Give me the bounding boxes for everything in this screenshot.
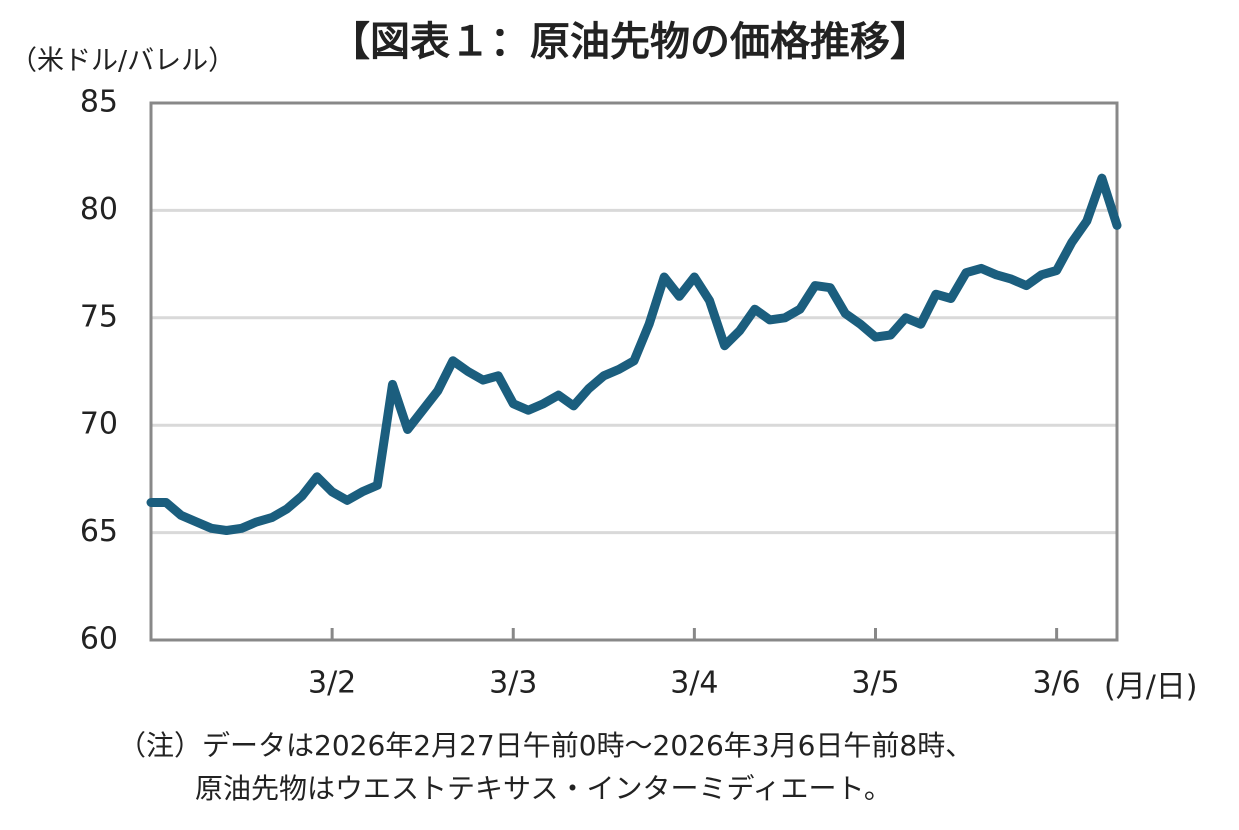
x-tick-label: 3/5 (851, 666, 899, 701)
x-tick-label: 3/2 (308, 666, 356, 701)
x-axis-label: (月/日) (1104, 670, 1198, 705)
y-axis-label: （米ドル/バレル） (10, 46, 235, 77)
note: 原油先物はウエストテキサス・インターミディエート。 (195, 772, 892, 805)
x-tick-label: 3/4 (670, 666, 718, 701)
y-tick-label: 70 (80, 407, 118, 442)
y-tick-label: 65 (80, 514, 118, 549)
x-tick-label: 3/3 (489, 666, 537, 701)
price-line (146, 173, 1122, 535)
y-tick-label: 75 (80, 299, 118, 334)
y-tick-label: 80 (80, 192, 118, 227)
plot-frame (149, 101, 1119, 642)
y-tick-label: 85 (80, 85, 118, 120)
chart-title: 【図表１：原油先物の価格推移】 (330, 19, 930, 65)
note: （注）データは2026年2月27日午前0時～2026年3月6日午前8時、 (118, 729, 973, 762)
y-tick-label: 60 (80, 622, 118, 657)
x-tick-label: 3/6 (1032, 666, 1080, 701)
